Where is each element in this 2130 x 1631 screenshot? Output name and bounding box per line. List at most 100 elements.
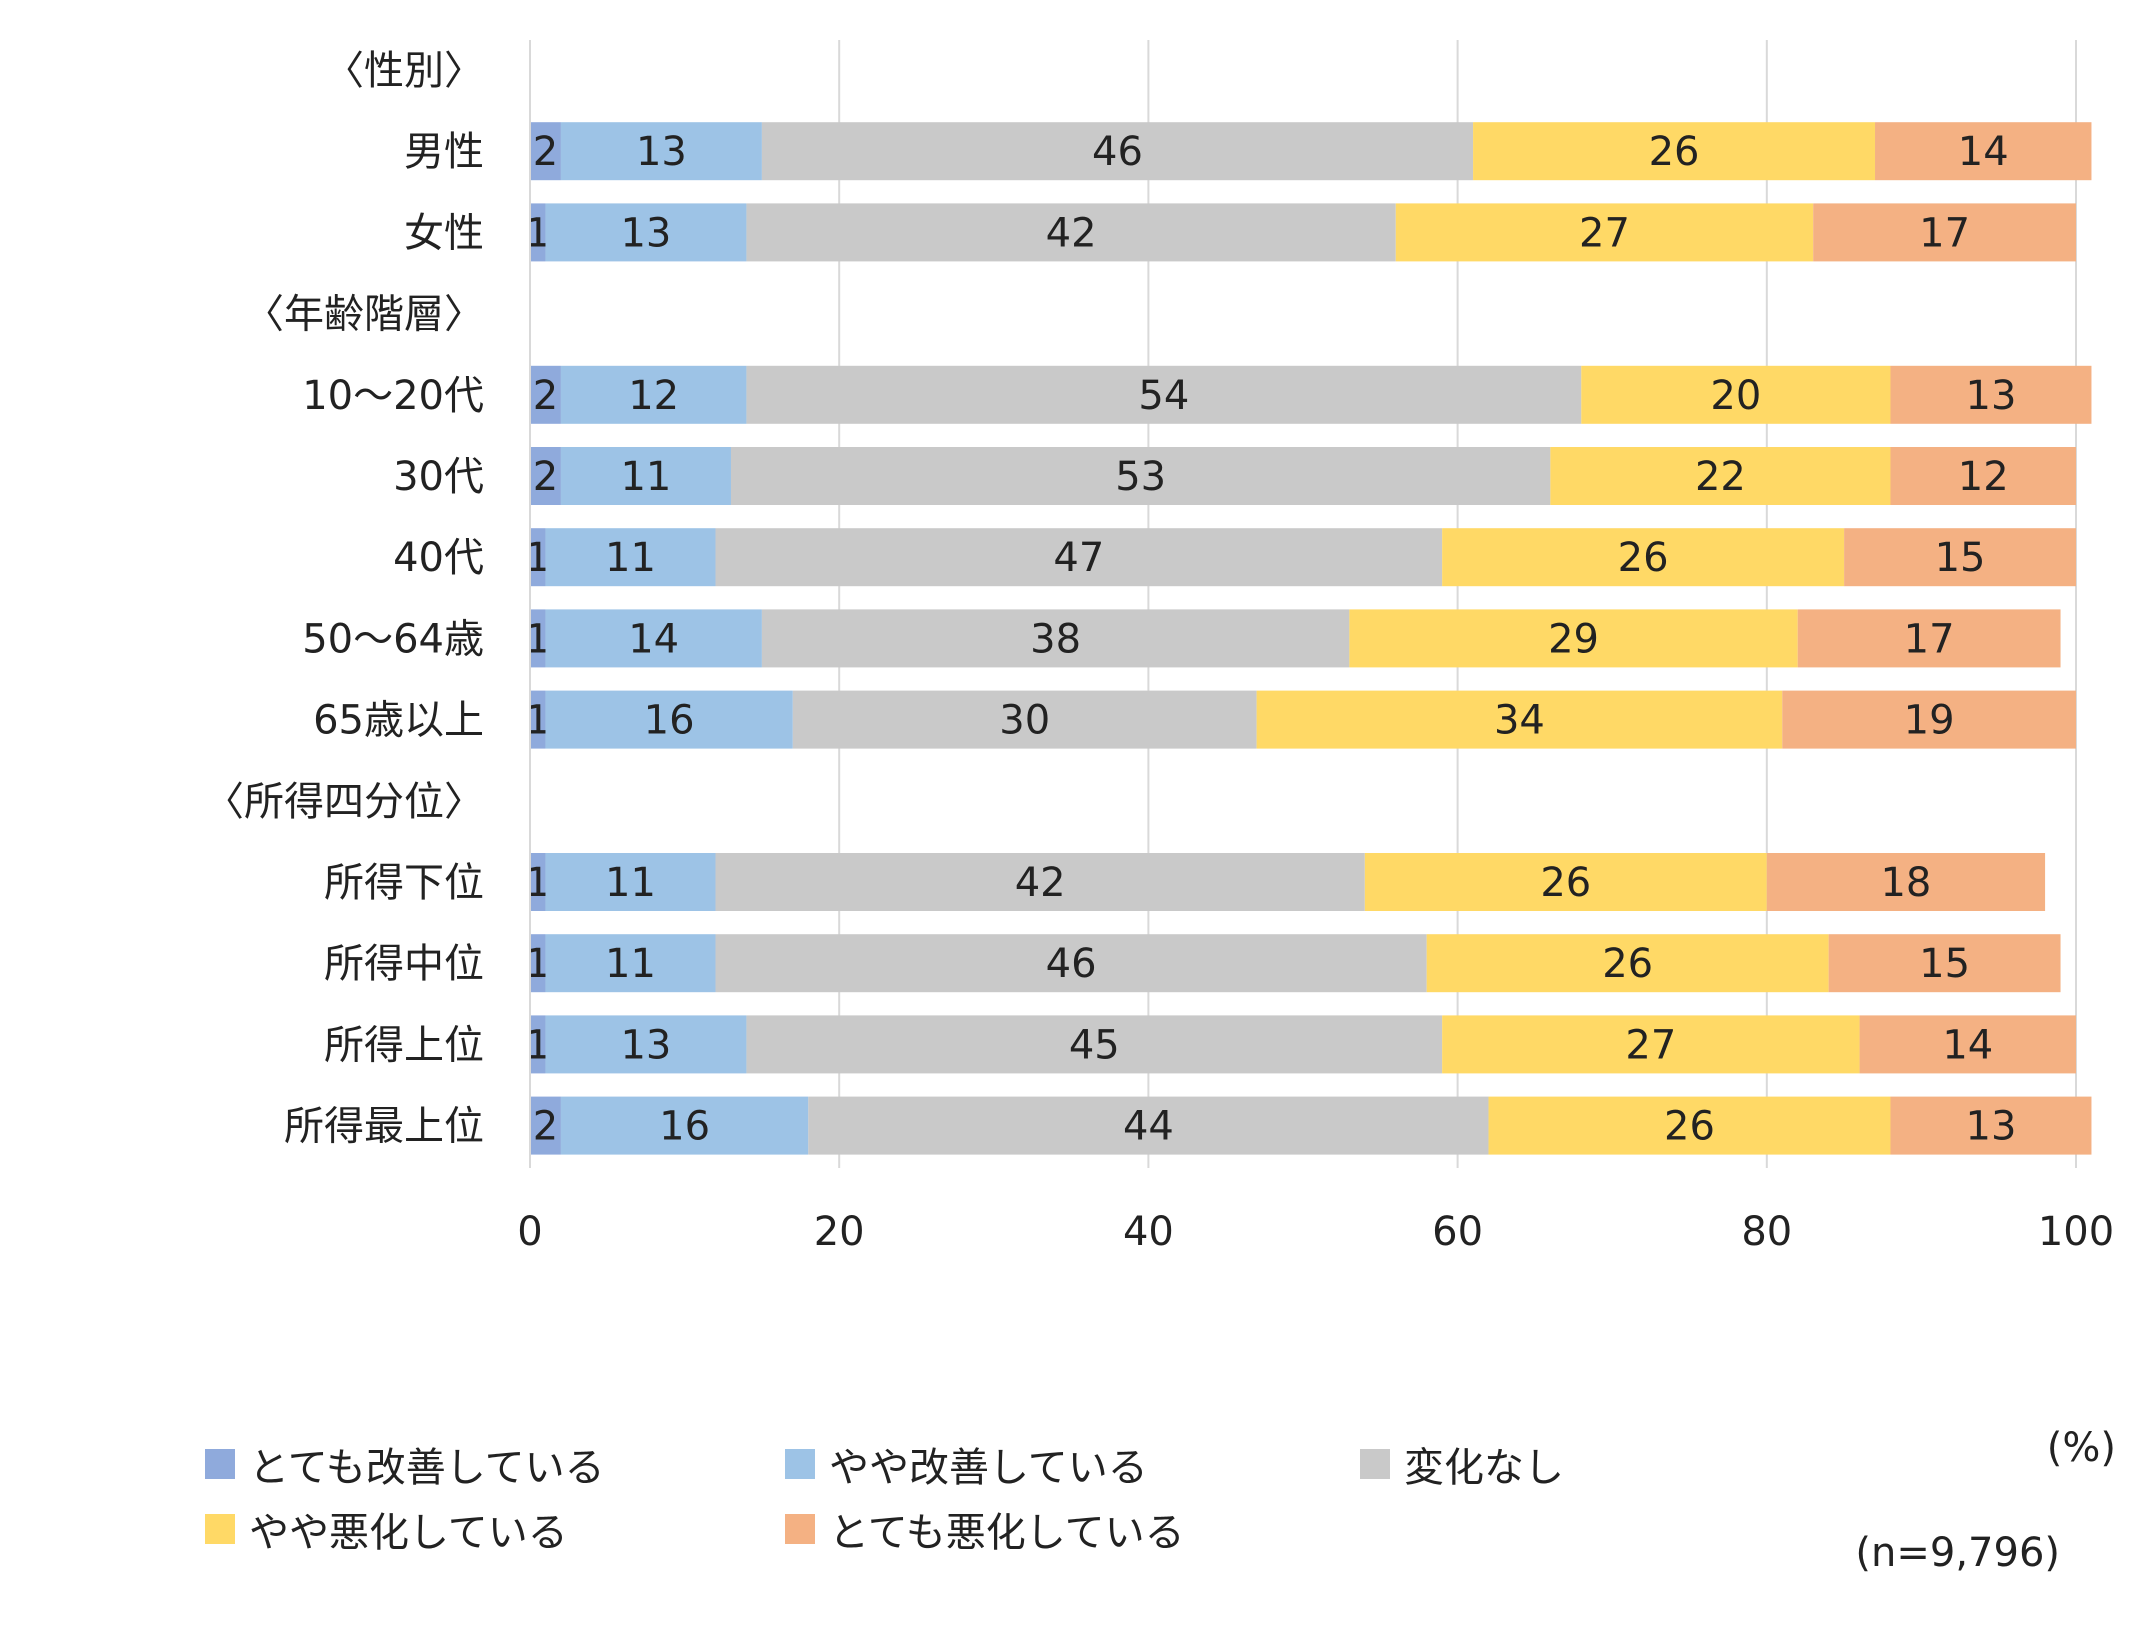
bar-segment [1797,609,2061,668]
legend-swatch-very-worse [785,1514,815,1544]
bar-segment [545,609,762,668]
data-label: 46 [1092,129,1143,175]
bar-segment [1395,203,1814,262]
bar-segment [1442,528,1845,587]
bar-segment [1782,690,2076,749]
bar-segment [560,447,731,505]
category-label: 所得下位 [324,860,484,906]
category-label: 65歳以上 [313,698,484,744]
bar-segment [1473,122,1876,181]
data-label: 29 [1548,616,1599,662]
category-label: 所得上位 [324,1022,484,1068]
data-label: 2 [533,1104,558,1150]
x-axis-tick-labels: 0 20 40 60 80 100 [517,1209,2114,1255]
bar-segment [1875,122,2092,181]
bar-segment [545,528,716,587]
bar-row: 1 11 47 26 15 [525,528,2076,587]
legend-item-very-improved: とても改善している [205,1435,605,1493]
bar-segment [530,528,546,587]
data-label: 11 [605,941,656,987]
legend-item-slightly-worse: やや悪化している [205,1500,568,1558]
data-label: 26 [1540,860,1591,906]
data-label: 11 [620,454,671,500]
data-label: 13 [1966,1104,2017,1150]
data-label: 19 [1904,698,1955,744]
data-label: 13 [620,210,671,256]
bar-segment [530,447,561,505]
bar-segment [545,853,716,911]
bar-segment [545,203,747,262]
bar-row: 1 11 42 26 18 [525,853,2046,911]
bar-segment [1488,1096,1891,1155]
data-label: 27 [1579,210,1630,256]
bar-row: 1 14 38 29 17 [525,609,2061,668]
bar-row: 1 16 30 34 19 [525,690,2076,749]
legend-item-slightly-improved: やや改善している [785,1435,1148,1493]
category-label: 30代 [393,454,484,500]
bar-row: 2 12 54 20 13 [530,365,2092,424]
data-label: 15 [1919,941,1970,987]
data-label: 2 [533,454,558,500]
legend-item-no-change: 変化なし [1360,1435,1564,1493]
legend-label-no-change: 変化なし [1404,1445,1564,1491]
data-label: 2 [533,129,558,175]
chart-legend: とても改善している やや改善している 変化なし やや悪化している とても悪化して… [205,1435,1605,1575]
bar-segment [761,122,1474,181]
data-label: 44 [1123,1104,1174,1150]
legend-label-very-worse: とても悪化している [829,1510,1185,1556]
bar-row: 2 13 46 26 14 [530,122,2092,181]
data-label: 47 [1053,535,1104,581]
data-label: 12 [1958,454,2009,500]
bar-segment [545,690,793,749]
data-label: 46 [1046,941,1097,987]
bar-segment [761,609,1350,668]
unit-label: (%) [2046,1425,2116,1471]
category-label: 50〜64歳 [302,616,484,662]
group-header-label: 〈所得四分位〉 [204,779,484,825]
data-label: 17 [1904,616,1955,662]
bar-segment [1890,365,2092,424]
bar-segment [1844,528,2076,587]
legend-swatch-slightly-worse [205,1514,235,1544]
category-label: 10〜20代 [302,373,484,419]
bar-segment [530,203,546,262]
bar-segment [530,365,561,424]
bar-segment [792,690,1257,749]
data-label: 34 [1494,698,1545,744]
bar-row: 1 13 42 27 17 [525,203,2076,262]
data-label: 26 [1649,129,1700,175]
x-tick-label: 80 [1741,1209,1792,1255]
bar-row: 2 16 44 26 13 [530,1096,2092,1155]
bar-segment [530,609,546,668]
bar-segment [746,203,1396,262]
bar-segment [1581,365,1891,424]
legend-swatch-no-change [1360,1449,1390,1479]
bar-segment [1364,853,1767,911]
legend-item-very-worse: とても悪化している [785,1500,1185,1558]
x-tick-label: 40 [1123,1209,1174,1255]
data-label: 15 [1935,535,1986,581]
bar-segment [560,122,762,181]
data-label: 54 [1138,373,1189,419]
category-label: 所得中位 [324,941,484,987]
bar-row: 1 11 46 26 15 [525,934,2061,993]
data-label: 45 [1069,1022,1120,1068]
sample-size-label: (n=9,796) [1855,1530,2060,1576]
bar-segment [530,122,561,181]
data-label: 17 [1919,210,1970,256]
bar-segment [1442,1015,1860,1074]
bar-segment [1349,609,1798,668]
legend-label-very-improved: とても改善している [249,1445,605,1491]
bar-segment [1426,934,1829,993]
bar-segment [715,853,1365,911]
bar-segment [545,1015,747,1074]
legend-swatch-very-improved [205,1449,235,1479]
data-label: 2 [533,373,558,419]
bar-segment [715,934,1427,993]
category-label: 女性 [404,210,484,256]
bar-segment [1859,1015,2076,1074]
category-label: 所得最上位 [284,1104,484,1150]
bar-segment [545,934,716,993]
